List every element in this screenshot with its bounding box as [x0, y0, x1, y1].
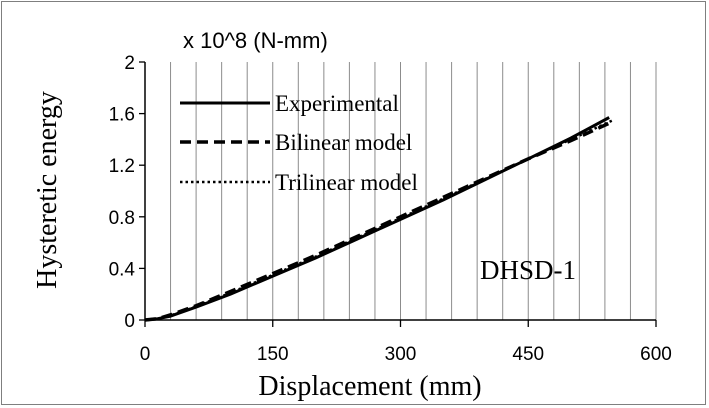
- y-tick-label: 0: [124, 311, 135, 332]
- series-layer: [144, 116, 615, 322]
- x-axis-title: Displacement (mm): [258, 371, 481, 402]
- x-tick-label: 600: [640, 344, 672, 365]
- y-tick-label: 1.6: [109, 105, 135, 126]
- unit-label: x 10^8 (N-mm): [183, 28, 328, 53]
- legend-label-bilinear: Bilinear model: [275, 130, 412, 155]
- x-tick-label: 300: [385, 344, 417, 365]
- axes-layer: 0 0.4 0.8 1.2 1.6 2 0 150 300 450 600: [109, 53, 672, 365]
- legend: Experimental Bilinear model Trilinear mo…: [180, 91, 418, 195]
- series-line-3: [144, 118, 614, 322]
- legend-label-trilinear: Trilinear model: [275, 170, 418, 195]
- y-tick-label: 0.8: [109, 208, 135, 229]
- grid-layer: [170, 62, 657, 320]
- chart-annotation: DHSD-1: [480, 255, 576, 285]
- legend-label-experimental: Experimental: [275, 91, 399, 116]
- y-axis-title: Hysteretic energy: [32, 91, 63, 289]
- y-tick-label: 1.2: [109, 156, 135, 177]
- x-tick-label: 450: [512, 344, 544, 365]
- x-tick-label: 150: [257, 344, 289, 365]
- y-tick-label: 2: [124, 53, 135, 74]
- x-tick-label: 0: [140, 344, 151, 365]
- y-tick-label: 0.4: [109, 259, 136, 280]
